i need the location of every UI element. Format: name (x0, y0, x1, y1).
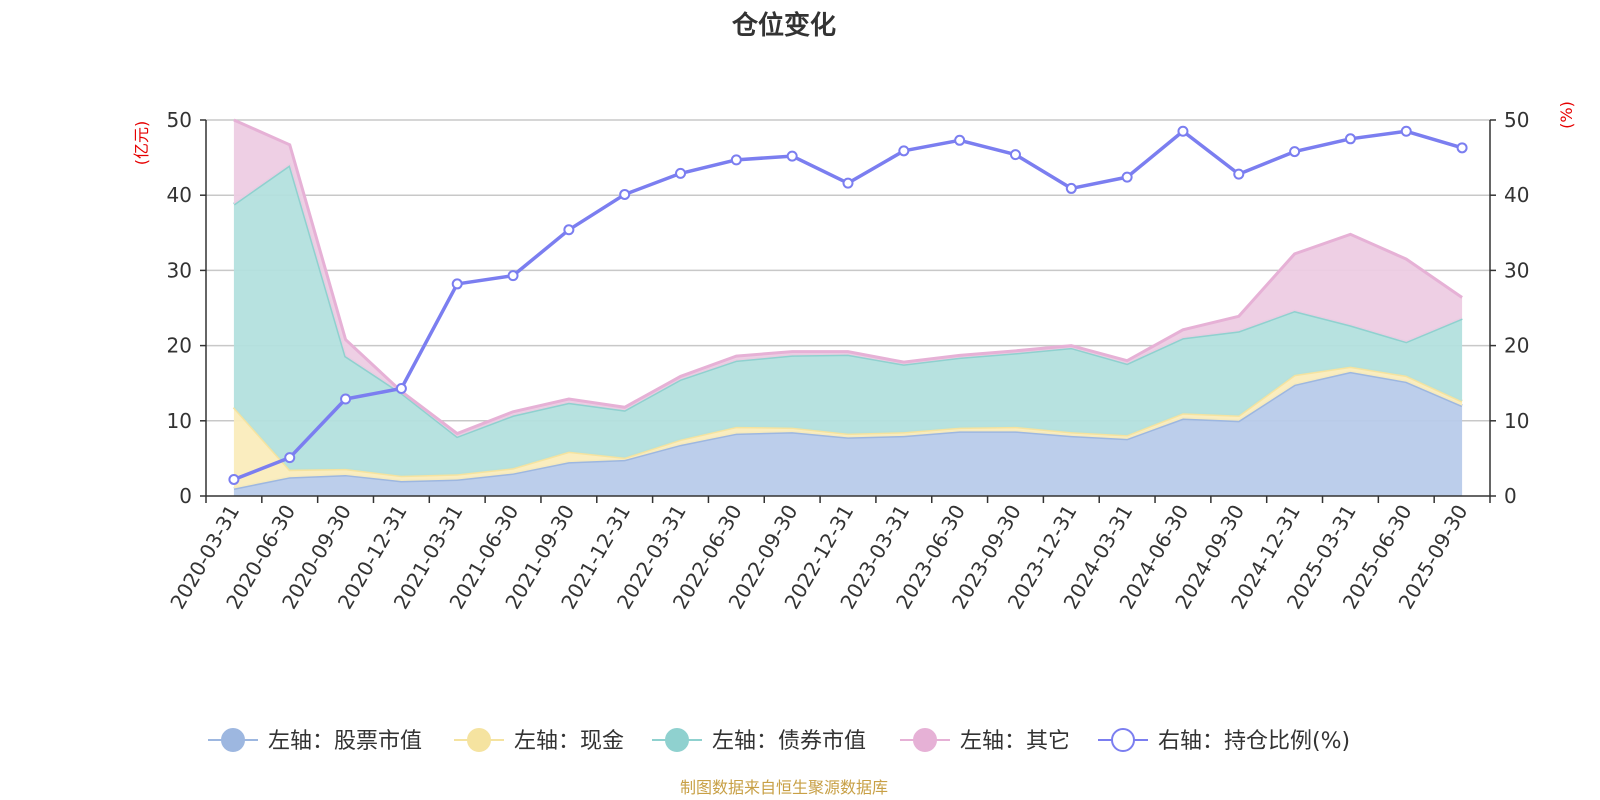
chart-title: 仓位变化 (731, 10, 836, 41)
ratio-point[interactable] (563, 224, 575, 236)
ratio-point[interactable] (451, 278, 463, 290)
right-tick-label: 30 (1504, 258, 1529, 282)
ratio-point[interactable] (954, 134, 966, 146)
left-tick-label: 50 (167, 108, 192, 132)
left-axis-unit: (亿元) (132, 121, 151, 166)
legend-label: 左轴：股票市值 (268, 729, 422, 754)
left-tick-label: 40 (167, 183, 192, 207)
ratio-point[interactable] (786, 150, 798, 162)
legend-label: 左轴：债券市值 (712, 729, 866, 754)
legend-item[interactable]: 左轴：现金 (454, 728, 624, 754)
ratio-point[interactable] (675, 167, 687, 179)
ratio-point[interactable] (842, 177, 854, 189)
right-tick-label: 50 (1504, 108, 1529, 132)
legend-label: 左轴：现金 (514, 729, 624, 754)
ratio-point[interactable] (1344, 133, 1356, 145)
ratio-point[interactable] (284, 452, 296, 464)
area-series-3-edge (233, 118, 1463, 436)
right-tick-label: 10 (1504, 409, 1529, 433)
ratio-point[interactable] (1121, 171, 1133, 183)
area-series-0 (233, 371, 1463, 496)
legend-marker (467, 728, 491, 752)
legend-item[interactable]: 左轴：股票市值 (208, 728, 422, 754)
ratio-point[interactable] (898, 145, 910, 157)
ratio-point[interactable] (1400, 125, 1412, 137)
legend-label: 左轴：其它 (960, 729, 1070, 754)
legend-marker (221, 728, 245, 752)
left-tick-label: 20 (167, 334, 192, 358)
legend-marker (913, 728, 937, 752)
left-tick-label: 0 (179, 484, 192, 508)
left-tick-label: 10 (167, 409, 192, 433)
position-ratio-line (228, 125, 1468, 485)
ratio-point[interactable] (1065, 182, 1077, 194)
legend-item[interactable]: 左轴：债券市值 (652, 728, 866, 754)
ratio-point[interactable] (1009, 149, 1021, 161)
ratio-point[interactable] (619, 188, 631, 200)
legend: 左轴：股票市值 左轴：现金 左轴：债券市值 左轴：其它 右轴：持仓比例(%) (208, 728, 1350, 754)
legend-item[interactable]: 右轴：持仓比例(%) (1098, 728, 1350, 754)
right-axis-unit: (%) (1557, 101, 1576, 129)
legend-label: 右轴：持仓比例(%) (1158, 729, 1350, 754)
ratio-point[interactable] (340, 393, 352, 405)
ratio-point[interactable] (395, 382, 407, 394)
right-tick-label: 40 (1504, 183, 1529, 207)
right-tick-label: 0 (1504, 484, 1517, 508)
ratio-point[interactable] (1289, 146, 1301, 158)
legend-marker (665, 728, 689, 752)
ratio-point[interactable] (228, 473, 240, 485)
legend-marker (1111, 728, 1135, 752)
ratio-point[interactable] (507, 270, 519, 282)
left-tick-label: 30 (167, 258, 192, 282)
right-tick-label: 20 (1504, 334, 1529, 358)
data-source-note: 制图数据来自恒生聚源数据库 (680, 778, 888, 797)
ratio-point[interactable] (1177, 125, 1189, 137)
ratio-point[interactable] (730, 154, 742, 166)
legend-item[interactable]: 左轴：其它 (900, 728, 1070, 754)
ratio-point[interactable] (1233, 168, 1245, 180)
stacked-areas (232, 118, 1463, 496)
area-series-2 (233, 165, 1463, 476)
ratio-point[interactable] (1456, 142, 1468, 154)
